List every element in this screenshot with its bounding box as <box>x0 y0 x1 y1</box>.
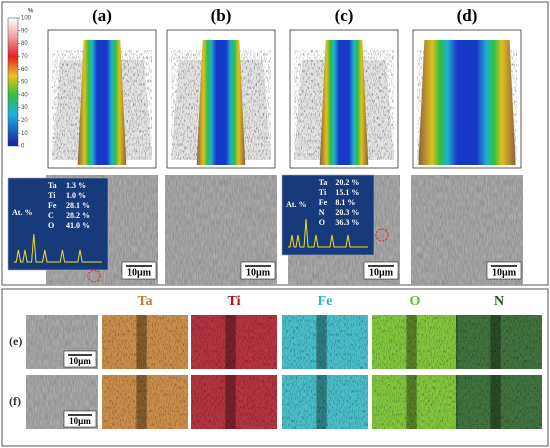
scale-label: 10µm <box>69 356 91 366</box>
element-label: N <box>494 294 504 309</box>
wear-track <box>77 40 127 165</box>
map-texture <box>102 315 188 369</box>
eds-value: 8.1 % <box>335 198 355 207</box>
map-texture <box>456 315 542 369</box>
map-track <box>406 315 417 369</box>
eds-element: C <box>48 211 54 220</box>
colorbar-tick-label: 40 <box>21 92 28 98</box>
panel-label: (b) <box>211 6 232 25</box>
colorbar-tick-label: 60 <box>21 67 28 73</box>
colorbar-tick-label: 10 <box>21 131 28 137</box>
map-track <box>490 375 501 429</box>
map-texture <box>102 375 188 429</box>
scale-label: 10µm <box>69 416 91 426</box>
eds-element: O <box>319 218 325 227</box>
eds-element: Fe <box>48 201 57 210</box>
eds-value: 28.1 % <box>66 201 90 210</box>
eds-value: 41.0 % <box>66 221 90 230</box>
map-texture <box>282 315 368 369</box>
map-texture <box>372 375 458 429</box>
colorbar-tick-label: 0 <box>21 144 25 150</box>
wear-track <box>418 40 516 165</box>
row-label: (f) <box>9 394 21 408</box>
eds-spectrum <box>14 233 102 263</box>
colorbar <box>7 17 19 147</box>
map-track <box>406 375 417 429</box>
eds-element: Ta <box>319 178 328 187</box>
colorbar-tick-label: 50 <box>21 80 28 86</box>
scale-label: 10µm <box>246 267 271 278</box>
panel-label: (c) <box>335 6 354 25</box>
eds-value: 28.2 % <box>66 211 90 220</box>
scale-label: 10µm <box>492 267 517 278</box>
eds-value: 36.3 % <box>335 218 359 227</box>
bottom-frame <box>1 288 549 447</box>
eds-value: 20.2 % <box>335 178 359 187</box>
map-track <box>316 315 327 369</box>
colorbar-tick-label: 100 <box>21 16 32 22</box>
eds-value: 20.3 % <box>335 208 359 217</box>
colorbar-tick-label: 30 <box>21 105 28 111</box>
eds-value: 1.3 % <box>66 181 86 190</box>
element-label: Ta <box>137 294 152 309</box>
eds-header: At. % <box>12 208 32 217</box>
element-label: Fe <box>318 294 333 309</box>
colorbar-tick-label: 80 <box>21 41 28 47</box>
map-texture <box>191 375 277 429</box>
panel-label: (a) <box>92 6 112 25</box>
map-texture <box>456 375 542 429</box>
element-label: O <box>410 294 421 309</box>
eds-box <box>7 177 109 271</box>
eds-element: O <box>48 221 54 230</box>
eds-spot <box>375 228 389 242</box>
map-track <box>316 375 327 429</box>
map-texture <box>372 315 458 369</box>
map-track <box>225 375 236 429</box>
colorbar-tick-label: 70 <box>21 54 28 60</box>
wear-track <box>319 40 369 165</box>
element-label: Ti <box>228 294 241 309</box>
scale-label: 10µm <box>369 267 394 278</box>
map-texture <box>282 375 368 429</box>
map-texture <box>191 315 277 369</box>
row-label: (e) <box>9 334 22 348</box>
colorbar-unit: % <box>28 9 34 15</box>
map-track <box>136 375 147 429</box>
wear-track <box>196 40 246 165</box>
eds-element: Fe <box>319 198 328 207</box>
eds-spectrum <box>288 218 368 248</box>
colorbar-tick-label: 20 <box>21 118 28 124</box>
eds-element: Ti <box>319 188 327 197</box>
map-track <box>225 315 236 369</box>
eds-element: Ta <box>48 181 57 190</box>
panel-label: (d) <box>457 6 478 25</box>
map-track <box>136 315 147 369</box>
eds-header: At. % <box>286 200 306 209</box>
eds-box <box>281 174 375 256</box>
eds-element: N <box>319 208 325 217</box>
eds-value: 1.0 % <box>66 191 86 200</box>
eds-element: Ti <box>48 191 56 200</box>
eds-spot <box>87 269 101 283</box>
colorbar-tick-label: 90 <box>21 28 28 34</box>
scale-label: 10µm <box>127 267 152 278</box>
map-track <box>490 315 501 369</box>
eds-value: 15.1 % <box>335 188 359 197</box>
